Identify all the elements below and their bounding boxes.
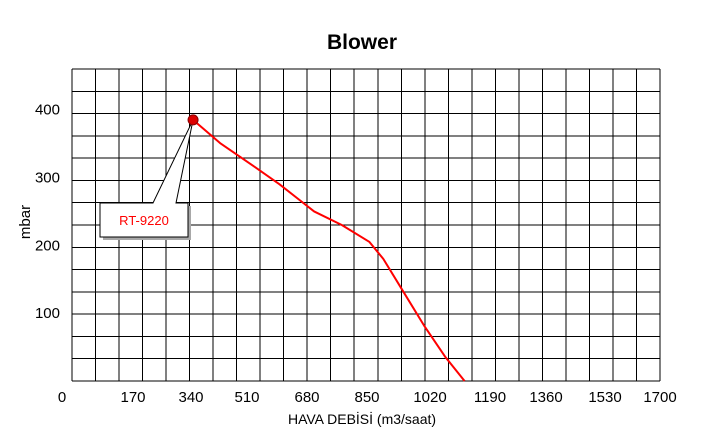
y-tick-label: 100	[35, 305, 60, 322]
x-tick-label: 0	[58, 389, 66, 406]
callout-label: RT-9220	[119, 213, 169, 228]
x-tick-label: 1360	[529, 389, 562, 406]
x-tick-label: 510	[234, 389, 259, 406]
data-point-marker	[187, 114, 199, 126]
y-tick-labels: 100 200 300 400	[35, 102, 60, 322]
y-tick-label: 400	[35, 102, 60, 119]
x-tick-label: 1190	[474, 389, 506, 406]
x-tick-label: 170	[120, 389, 145, 406]
y-tick-label: 300	[35, 170, 60, 187]
callout-box	[99, 119, 194, 238]
x-tick-label: 340	[178, 389, 203, 406]
series-line	[192, 119, 466, 382]
callout-layer: RT-9220	[99, 114, 199, 240]
x-tick-labels: 0 170 340 510 680 850 1020 1190 1360 1530 1700	[58, 389, 677, 406]
y-axis-label: mbar	[17, 205, 34, 239]
x-axis-label: HAVA DEBİSİ (m3/saat)	[288, 410, 436, 427]
series-layer	[192, 119, 466, 382]
x-tick-label: 1700	[643, 389, 676, 406]
chart-title: Blower	[327, 31, 397, 54]
x-tick-label: 850	[354, 389, 379, 406]
y-tick-label: 200	[35, 237, 60, 254]
x-tick-label: 1020	[413, 389, 446, 406]
x-tick-label: 680	[294, 389, 319, 406]
x-tick-label: 1530	[588, 389, 621, 406]
